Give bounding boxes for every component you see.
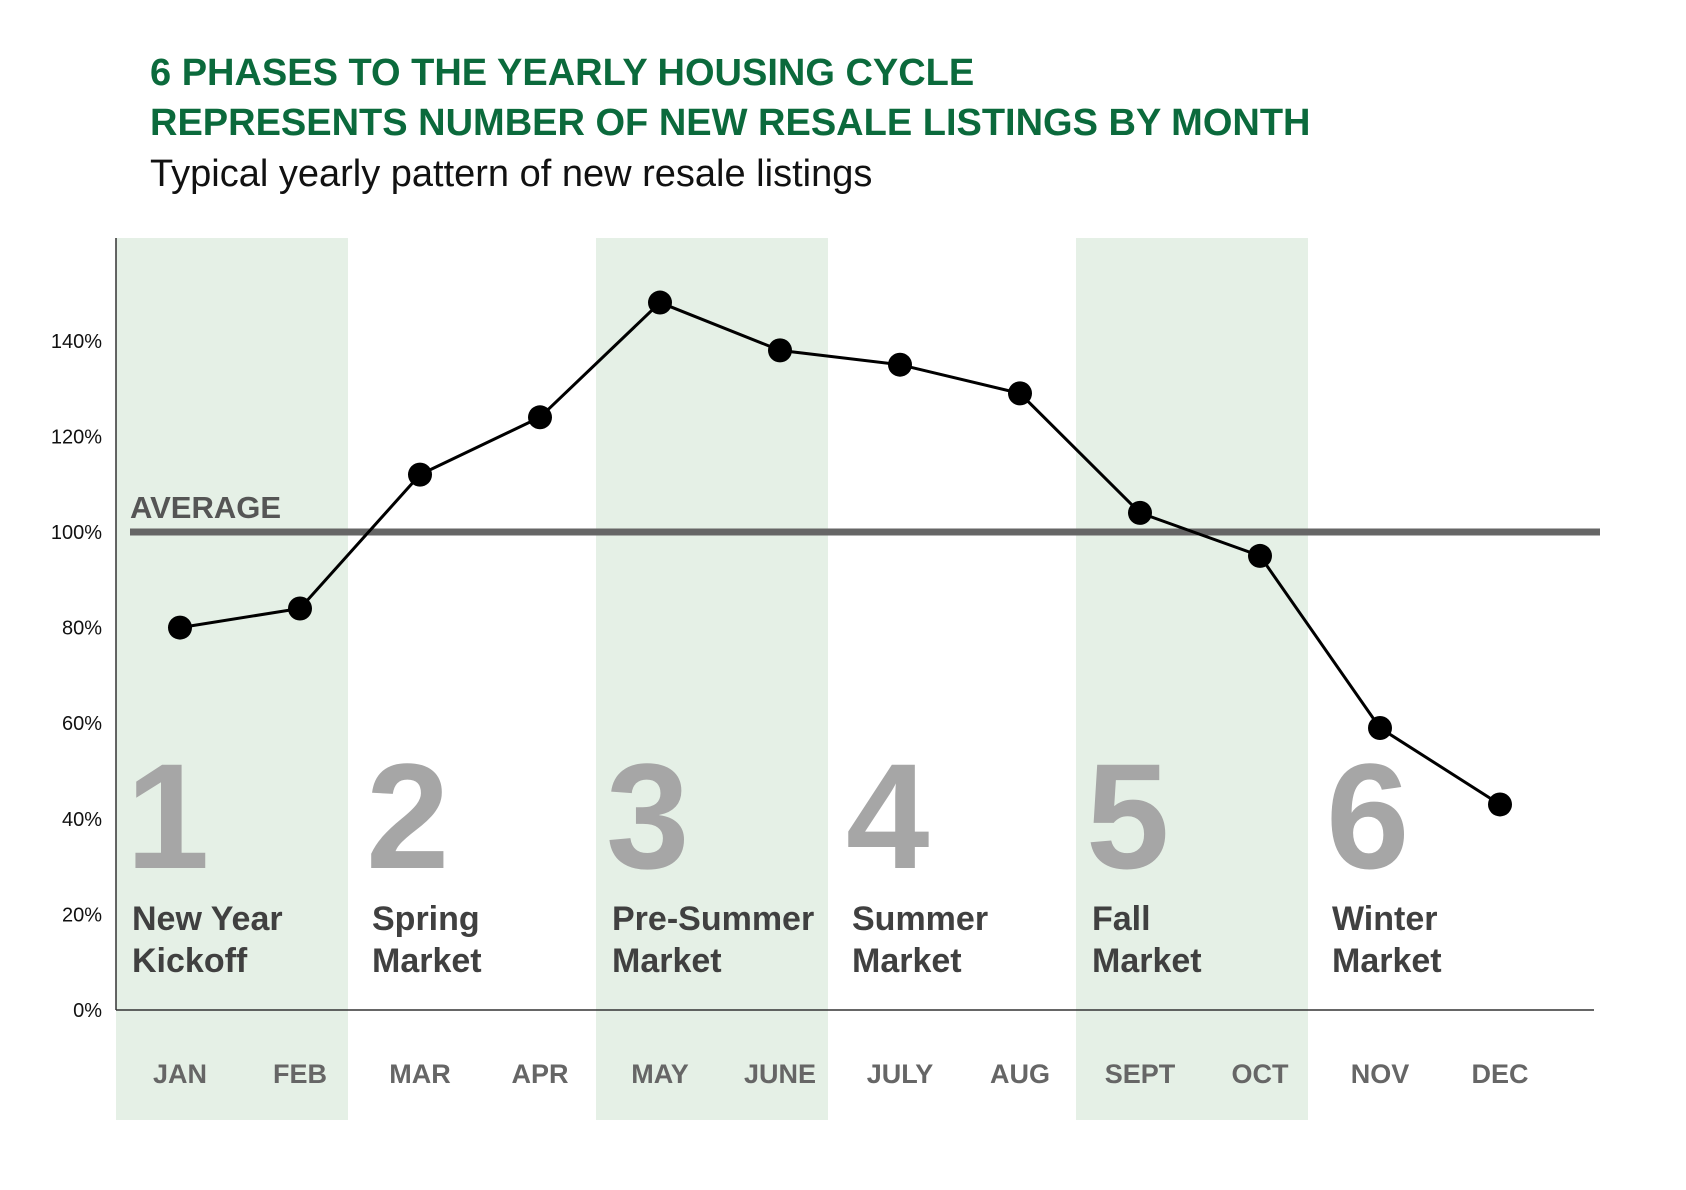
data-point-mar (408, 462, 432, 487)
x-tick-label: NOV (1351, 1059, 1410, 1089)
chart-title-line2: REPRESENTS NUMBER OF NEW RESALE LISTINGS… (150, 102, 1311, 144)
y-tick-label: 120% (51, 426, 102, 448)
phase-name-2-line2: Market (372, 942, 482, 980)
data-point-dec (1488, 792, 1512, 817)
y-tick-label: 20% (62, 904, 102, 926)
y-tick-label: 60% (62, 713, 102, 735)
phase-number-4: 4 (846, 732, 929, 900)
data-point-july (888, 352, 912, 377)
phase-bands (116, 238, 1308, 1120)
phase-name-4-line1: Summer (852, 900, 988, 938)
x-tick-label: MAR (389, 1059, 451, 1089)
x-tick-label: JULY (867, 1059, 934, 1089)
y-axis: 0% 20% 40% 60% 80% 100% 120% 140% (51, 238, 117, 1022)
x-axis: JAN FEB MAR APR MAY JUNE JULY AUG SEPT OCT NOV DEC (116, 1009, 1594, 1089)
phase-number-3: 3 (606, 732, 689, 900)
phase-name-3-line1: Pre-Summer (612, 900, 814, 938)
average-label: AVERAGE (130, 490, 281, 525)
x-tick-label: AUG (990, 1059, 1050, 1089)
y-tick-label: 80% (62, 618, 102, 640)
phase-number-2: 2 (366, 732, 449, 900)
data-point-nov (1368, 715, 1392, 740)
x-tick-label: OCT (1232, 1059, 1290, 1089)
y-tick-label: 0% (73, 1000, 102, 1022)
series-listings (168, 290, 1512, 817)
y-tick-label: 140% (51, 331, 102, 353)
phase-number-1: 1 (126, 732, 209, 900)
x-tick-label: JUNE (744, 1059, 816, 1089)
phase-band-1 (116, 238, 348, 1120)
phase-name-6-line1: Winter (1332, 900, 1437, 938)
x-tick-label: APR (511, 1059, 568, 1089)
x-tick-label: FEB (273, 1059, 327, 1089)
phase-band-3 (596, 238, 828, 1120)
phase-name-6-line2: Market (1332, 942, 1442, 980)
y-tick-label: 40% (62, 809, 102, 831)
x-tick-label: SEPT (1105, 1059, 1176, 1089)
phase-name-5-line1: Fall (1092, 900, 1151, 938)
data-point-jan (168, 615, 192, 640)
data-point-feb (288, 596, 312, 621)
x-tick-label: MAY (631, 1059, 689, 1089)
data-point-apr (528, 405, 552, 430)
data-point-sept (1128, 500, 1152, 525)
data-point-may (648, 290, 672, 315)
data-point-aug (1008, 381, 1032, 406)
series-line (179, 300, 1501, 806)
chart-subtitle: Typical yearly pattern of new resale lis… (150, 153, 873, 195)
average-reference: AVERAGE (130, 490, 1600, 536)
phase-name-5-line2: Market (1092, 942, 1202, 980)
phase-band-5 (1076, 238, 1308, 1120)
phase-name-4-line2: Market (852, 942, 962, 980)
data-point-june (768, 338, 792, 363)
phase-name-1-line2: Kickoff (132, 942, 248, 980)
y-tick-label: 100% (51, 522, 102, 544)
data-point-oct (1248, 543, 1272, 568)
phase-name-2-line1: Spring (372, 900, 480, 938)
phase-name-3-line2: Market (612, 942, 722, 980)
phase-number-6: 6 (1326, 732, 1409, 900)
phase-name-1-line1: New Year (132, 900, 283, 938)
chart-title: 6 PHASES TO THE YEARLY HOUSING CYCLE (150, 52, 975, 94)
x-tick-label: JAN (153, 1059, 207, 1089)
phase-number-5: 5 (1086, 732, 1169, 900)
chart-titles: 6 PHASES TO THE YEARLY HOUSING CYCLE REP… (150, 48, 1310, 200)
x-tick-label: DEC (1471, 1059, 1528, 1089)
